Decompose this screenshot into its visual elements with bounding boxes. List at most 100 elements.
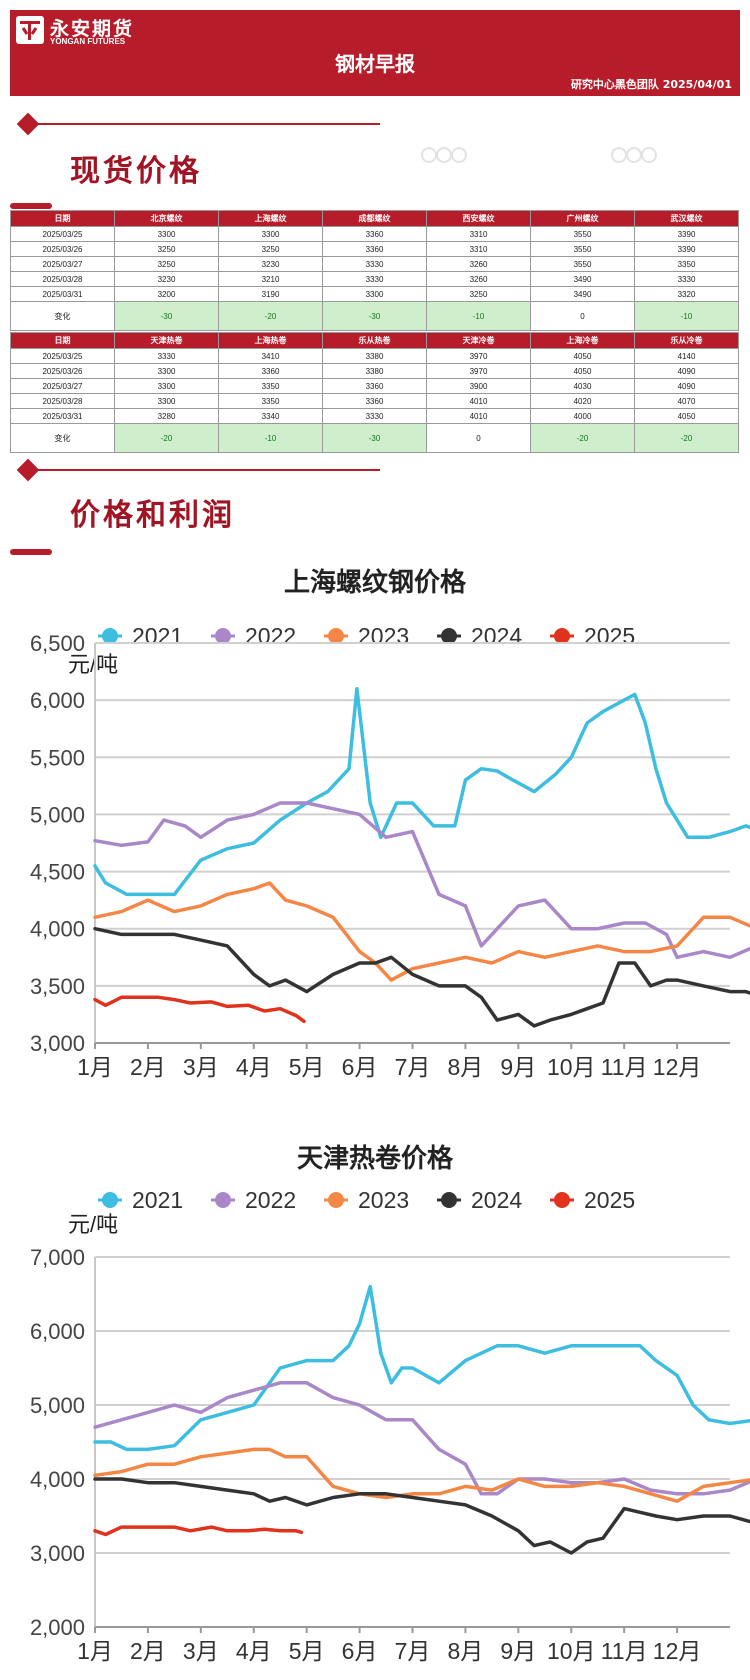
table-cell: 2025/03/27 [10, 378, 115, 394]
y-tick-label: 4,000 [30, 917, 85, 942]
table-cell: 3900 [426, 378, 531, 394]
table-cell: 3360 [322, 226, 427, 242]
y-tick-label: 2,000 [30, 1615, 85, 1640]
legend-label: 2024 [471, 623, 522, 649]
section-title-profit: 价格和利润 [70, 498, 235, 533]
table-cell: 3340 [218, 408, 323, 424]
section-underline [10, 549, 52, 555]
table-cell: 2025/03/31 [10, 286, 115, 302]
table-cell: 3330 [114, 348, 219, 364]
table-cell: 3310 [426, 226, 531, 242]
series-line-2025 [93, 995, 306, 1024]
report-title: 钢材早报 [335, 52, 415, 76]
table-cell: 3300 [114, 378, 219, 394]
legend-item[interactable]: 2025 [550, 1187, 635, 1213]
series-line-2021 [93, 1284, 750, 1452]
change-row: 变化 -20 -10 -30 0 -20 -20 [10, 423, 739, 453]
table-cell: 3230 [218, 256, 323, 272]
x-tick-label: 2月 [130, 1638, 166, 1664]
x-tick-label: 9月 [500, 1638, 536, 1664]
table-cell: 3410 [218, 348, 323, 364]
x-tick-label: 11月 [601, 1638, 648, 1664]
table-cell: 3300 [114, 393, 219, 409]
change-cell: 0 [426, 423, 531, 453]
table-cell: 4030 [530, 378, 635, 394]
table-cell: 4010 [426, 408, 531, 424]
x-tick-label: 12月 [653, 1638, 702, 1664]
section-diamond-icon [16, 112, 40, 136]
rebar-price-chart: 上海螺纹钢价格 2021 2022 2023 2024 2025 元/吨 3,000 3,500… [30, 567, 750, 1080]
x-tick-label: 10月 [547, 1638, 596, 1664]
legend-item[interactable]: 2022 [211, 623, 296, 649]
x-tick-label: 8月 [448, 1638, 484, 1664]
table-cell: 4050 [530, 348, 635, 364]
table-cell: 3250 [114, 256, 219, 272]
legend-item[interactable]: 2021 [98, 1187, 183, 1213]
legend-label: 2022 [245, 1187, 296, 1213]
legend-item[interactable]: 2024 [437, 1187, 522, 1213]
table-cell: 2025/03/26 [10, 241, 115, 257]
x-tick-label: 7月 [395, 1054, 431, 1080]
x-tick-label: 3月 [183, 1638, 219, 1664]
table-cell: 3200 [114, 286, 219, 302]
table-cell: 3360 [218, 363, 323, 379]
table-row: 2025/03/25 3330 3410 3380 3970 4050 4140 [10, 348, 739, 364]
legend-item[interactable]: 2022 [211, 1187, 296, 1213]
y-tick-label: 6,000 [30, 688, 85, 713]
table-header-cell: 上海热卷 [218, 332, 323, 349]
legend-marker [328, 628, 344, 644]
chart-title: 天津热卷价格 [297, 1143, 454, 1173]
y-tick-label: 4,000 [30, 1467, 85, 1492]
x-tick-label: 7月 [395, 1638, 431, 1664]
legend-item[interactable]: 2025 [550, 623, 635, 649]
legend-label: 2025 [584, 1187, 635, 1213]
table-header-cell: 上海螺纹 [218, 210, 323, 227]
y-axis-unit: 元/吨 [68, 652, 118, 677]
y-tick-label: 4,500 [30, 860, 85, 885]
x-tick-label: 12月 [653, 1054, 702, 1080]
table-cell: 3390 [634, 226, 739, 242]
table-row: 2025/03/31 3280 3340 3330 4010 4000 4050 [10, 408, 739, 424]
table-cell: 3330 [634, 271, 739, 287]
section-divider [20, 469, 380, 471]
table-cell: 4090 [634, 378, 739, 394]
change-row: 变化 -30 -20 -30 -10 0 -10 [10, 301, 739, 331]
table-cell: 2025/03/28 [10, 393, 115, 409]
table-cell: 3550 [530, 256, 635, 272]
y-axis-unit: 元/吨 [68, 1212, 118, 1237]
table-cell: 3390 [634, 241, 739, 257]
y-tick-label: 3,000 [30, 1031, 85, 1056]
table-cell: 3330 [322, 271, 427, 287]
watermark-logo-icon [611, 147, 657, 163]
legend-item[interactable]: 2023 [324, 1187, 409, 1213]
legend-item[interactable]: 2021 [98, 623, 183, 649]
legend-item[interactable]: 2023 [324, 623, 409, 649]
watermark-logo-icon [421, 147, 467, 163]
change-cell: -20 [530, 423, 635, 453]
chart-title: 上海螺纹钢价格 [284, 567, 467, 597]
table-cell: 2025/03/26 [10, 363, 115, 379]
table-cell: 3300 [218, 226, 323, 242]
legend-item[interactable]: 2024 [437, 623, 522, 649]
change-cell: -20 [114, 423, 219, 453]
table-cell: 3360 [322, 393, 427, 409]
change-cell: -10 [426, 301, 531, 331]
coil-spot-table: 日期 天津热卷 上海热卷 乐从热卷 天津冷卷 上海冷卷 乐从冷卷 2025/03… [10, 332, 739, 453]
table-cell: 3250 [114, 241, 219, 257]
y-tick-label: 5,500 [30, 745, 85, 770]
table-cell: 4020 [530, 393, 635, 409]
table-cell: 3330 [322, 256, 427, 272]
legend-marker [441, 628, 457, 644]
table-row: 2025/03/27 3300 3350 3360 3900 4030 4090 [10, 378, 739, 394]
table-cell: 3380 [322, 363, 427, 379]
x-tick-label: 5月 [289, 1054, 325, 1080]
change-cell: -20 [218, 301, 323, 331]
table-cell: 3330 [322, 408, 427, 424]
y-tick-label: 5,000 [30, 1393, 85, 1418]
change-cell: -30 [322, 423, 427, 453]
table-cell: 2025/03/25 [10, 348, 115, 364]
legend-label: 2021 [132, 1187, 183, 1213]
series-line-2025 [93, 1525, 304, 1537]
table-header-cell: 广州螺纹 [530, 210, 635, 227]
table-header-cell: 日期 [10, 332, 115, 349]
